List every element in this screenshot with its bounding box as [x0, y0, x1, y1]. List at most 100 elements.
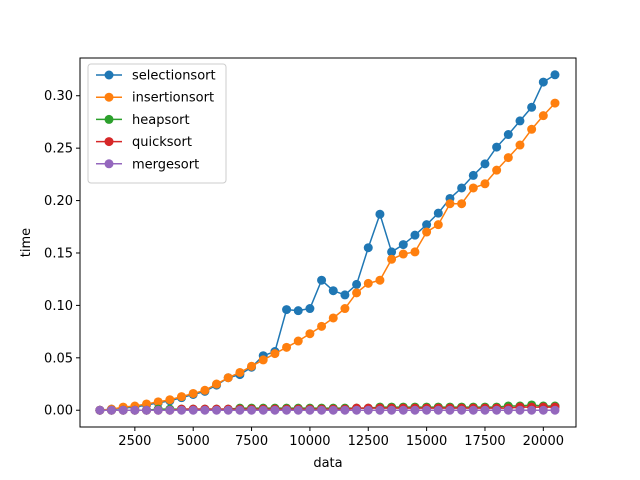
data-point: [457, 199, 467, 209]
data-point: [118, 405, 128, 415]
data-point: [387, 254, 397, 264]
data-point: [317, 405, 327, 415]
data-point: [433, 208, 443, 218]
legend-marker: [104, 137, 114, 147]
data-point: [375, 275, 385, 285]
legend-label: mergesort: [132, 157, 199, 172]
data-point: [527, 102, 537, 112]
legend-item: selectionsort: [96, 69, 216, 84]
data-point: [410, 230, 420, 240]
data-point: [538, 77, 548, 87]
data-point: [527, 405, 537, 415]
legend-label: heapsort: [132, 113, 190, 128]
data-point: [445, 405, 455, 415]
data-point: [468, 405, 478, 415]
data-point: [398, 405, 408, 415]
data-point: [328, 405, 338, 415]
y-tick-label: 0.25: [44, 142, 73, 157]
data-point: [352, 405, 362, 415]
data-point: [492, 405, 502, 415]
data-point: [515, 140, 525, 150]
data-point: [468, 170, 478, 180]
x-tick-label: 17500: [464, 434, 505, 449]
y-tick-label: 0.10: [44, 299, 73, 314]
data-point: [258, 355, 268, 365]
data-point: [375, 405, 385, 415]
data-point: [550, 405, 560, 415]
data-point: [142, 399, 152, 409]
data-point: [538, 111, 548, 121]
data-point: [363, 405, 373, 415]
y-tick-label: 0.00: [44, 404, 73, 419]
data-point: [550, 70, 560, 80]
data-point: [387, 405, 397, 415]
x-tick-label: 5000: [177, 434, 210, 449]
x-tick-label: 10000: [289, 434, 330, 449]
x-tick-label: 20000: [523, 434, 564, 449]
data-point: [282, 305, 292, 315]
legend-label: quicksort: [132, 135, 192, 150]
series-line: [99, 102, 556, 411]
data-point: [480, 159, 490, 169]
data-point: [492, 142, 502, 152]
legend-item: insertionsort: [96, 91, 214, 106]
data-point: [317, 321, 327, 331]
legend-marker: [104, 159, 114, 169]
data-point: [293, 306, 303, 316]
data-point: [457, 405, 467, 415]
x-tick-label: 12500: [348, 434, 389, 449]
data-point: [130, 405, 140, 415]
data-point: [422, 227, 432, 237]
data-point: [363, 278, 373, 288]
x-tick-label: 2500: [118, 434, 151, 449]
data-point: [165, 405, 175, 415]
data-point: [188, 388, 198, 398]
data-point: [503, 130, 513, 140]
data-point: [433, 405, 443, 415]
data-point: [270, 349, 280, 359]
x-axis: 2500 5000 7500 10000 12500 15000 17500 20000: [118, 427, 564, 449]
data-point: [282, 405, 292, 415]
data-point: [305, 405, 315, 415]
data-point: [352, 288, 362, 298]
data-point: [387, 247, 397, 257]
data-point: [527, 124, 537, 134]
data-point: [95, 405, 105, 415]
data-point: [515, 116, 525, 126]
data-point: [212, 405, 222, 415]
data-point: [153, 405, 163, 415]
data-point: [293, 405, 303, 415]
data-point: [492, 165, 502, 175]
y-tick-label: 0.20: [44, 194, 73, 209]
y-axis: 0.00 0.05 0.10 0.15 0.20 0.25 0.30: [44, 89, 80, 419]
legend-label: selectionsort: [132, 69, 216, 84]
data-point: [422, 405, 432, 415]
data-point: [468, 183, 478, 193]
legend-item: mergesort: [96, 157, 199, 172]
legend-marker: [104, 92, 114, 102]
data-point: [200, 405, 210, 415]
y-tick-label: 0.05: [44, 351, 73, 366]
data-point: [398, 240, 408, 250]
data-point: [223, 373, 233, 383]
data-point: [258, 405, 268, 415]
legend-marker: [104, 70, 114, 80]
data-point: [200, 385, 210, 395]
data-point: [445, 199, 455, 209]
legend: selectionsort insertionsort heapsort quicks…: [87, 63, 227, 184]
data-point: [305, 329, 315, 339]
data-point: [503, 405, 513, 415]
data-point: [375, 209, 385, 219]
plot-area: [95, 70, 560, 415]
legend-item: quicksort: [96, 135, 192, 150]
data-point: [305, 304, 315, 314]
data-point: [398, 249, 408, 259]
data-point: [480, 179, 490, 189]
data-point: [515, 405, 525, 415]
data-point: [212, 379, 222, 389]
data-point: [107, 405, 117, 415]
data-point: [177, 392, 187, 402]
x-tick-label: 15000: [406, 434, 447, 449]
data-point: [282, 342, 292, 352]
